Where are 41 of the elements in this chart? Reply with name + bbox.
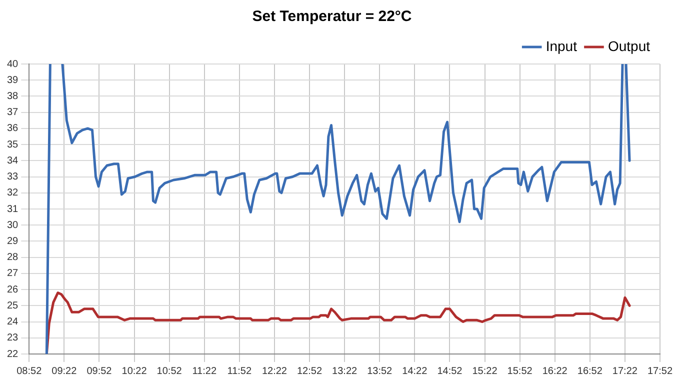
x-tick-label: 14:22 [402, 366, 428, 377]
chart-title: Set Temperatur = 22°C [252, 8, 412, 26]
x-tick-label: 11:52 [227, 366, 252, 377]
x-tick-label: 12:22 [262, 366, 288, 377]
y-tick-label: 28 [7, 252, 19, 264]
x-tick-label: 16:22 [542, 366, 568, 377]
y-tick-label: 31 [7, 204, 19, 215]
legend-label: Output [608, 38, 650, 54]
x-tick-label: 10:52 [156, 366, 182, 377]
x-tick-label: 15:52 [507, 366, 533, 377]
x-tick-label: 10:22 [122, 366, 148, 377]
x-tick-label: 09:22 [52, 366, 78, 377]
y-tick-label: 37 [7, 107, 19, 118]
y-tick-label: 23 [7, 332, 19, 344]
y-tick-label: 32 [7, 188, 19, 199]
y-tick-label: 36 [7, 123, 19, 134]
x-tick-label: 17:52 [647, 366, 673, 377]
x-tick-label: 13:52 [367, 366, 393, 377]
x-tick-label: 13:22 [332, 366, 358, 377]
x-tick-label: 14:52 [437, 366, 463, 377]
y-tick-label: 30 [7, 220, 19, 231]
x-tick-label: 15:22 [472, 366, 498, 377]
y-tick-label: 26 [7, 284, 19, 296]
y-tick-label: 38 [7, 90, 19, 102]
y-tick-label: 24 [7, 316, 19, 328]
x-tick-label: 16:52 [577, 366, 603, 377]
y-tick-label: 34 [7, 155, 19, 166]
legend-label: Input [546, 38, 578, 54]
y-tick-label: 22 [7, 348, 19, 360]
y-tick-label: 39 [7, 74, 19, 86]
x-tick-label: 08:52 [16, 366, 42, 377]
y-tick-label: 40 [7, 58, 19, 70]
x-tick-label: 11:22 [192, 366, 217, 377]
x-tick-label: 12:52 [296, 366, 322, 377]
y-tick-label: 35 [7, 139, 19, 150]
y-tick-label: 29 [7, 236, 19, 247]
y-tick-label: 27 [7, 268, 19, 280]
y-tick-label: 25 [7, 300, 19, 312]
x-tick-label: 09:52 [86, 366, 112, 377]
y-tick-label: 33 [7, 172, 19, 183]
x-tick-label: 17:22 [612, 366, 638, 377]
